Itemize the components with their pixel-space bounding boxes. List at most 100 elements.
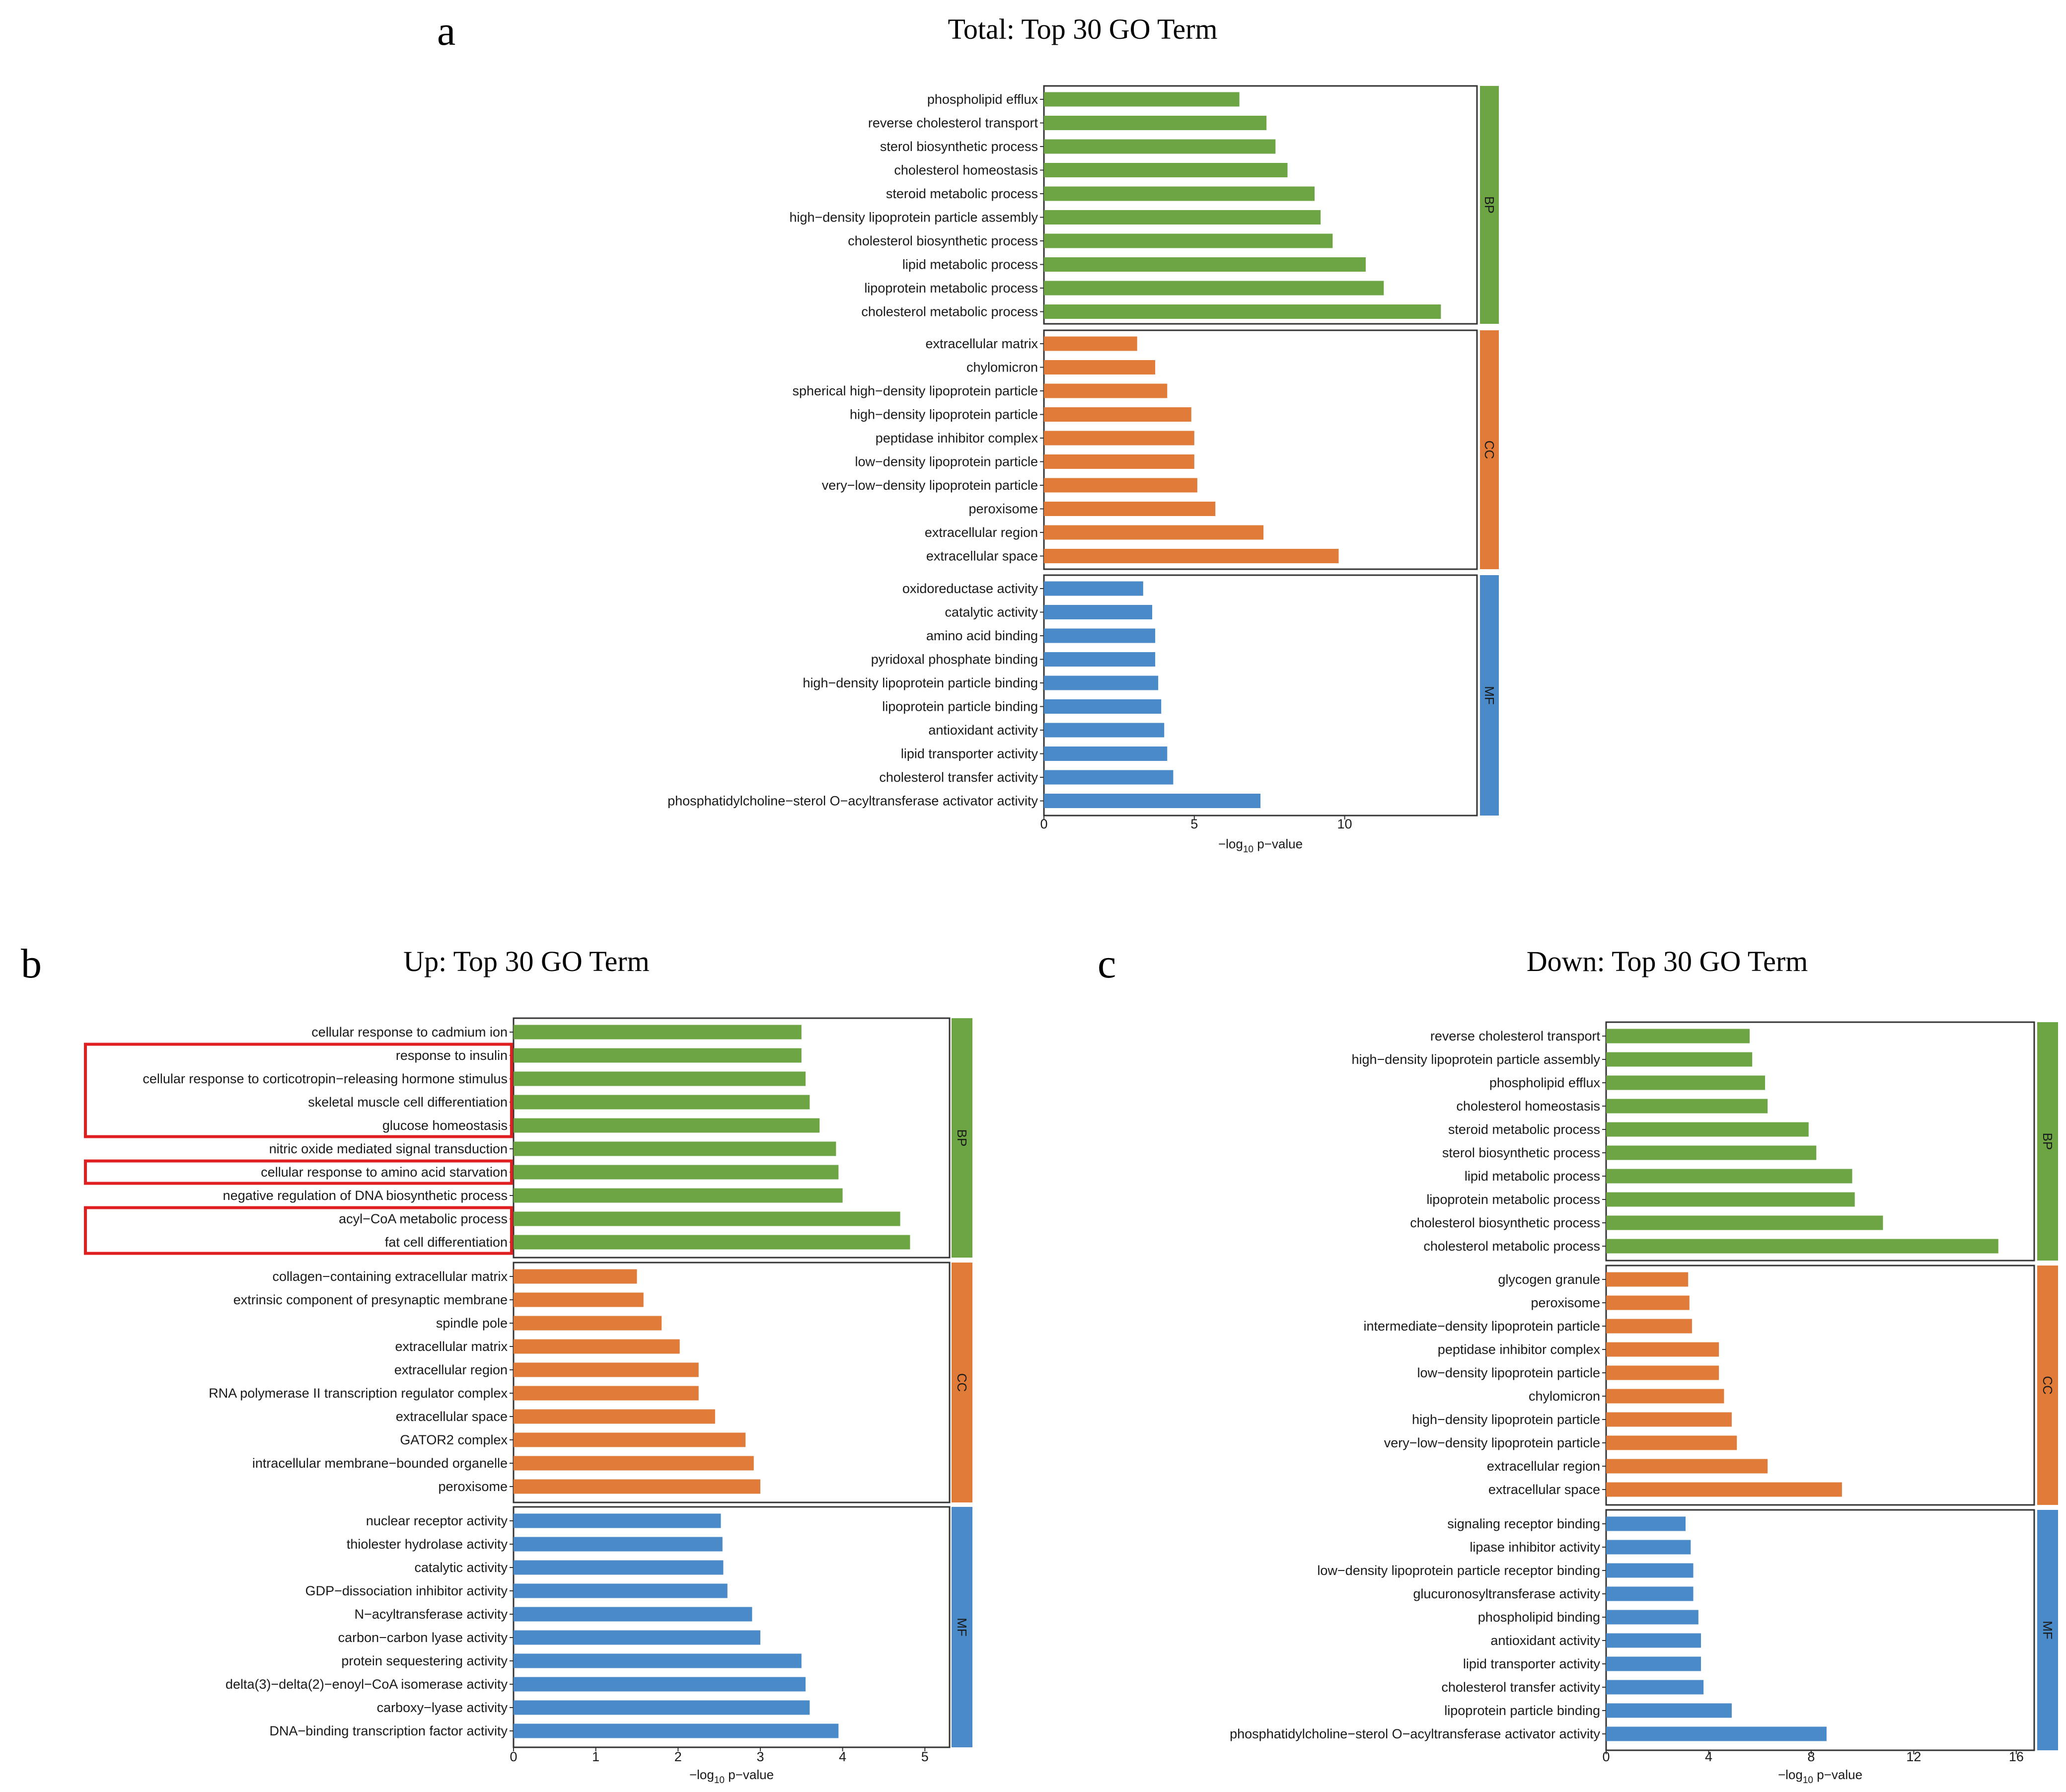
y-tick-label: spherical high−density lipoprotein parti… xyxy=(792,383,1038,398)
bar xyxy=(1606,1680,1703,1695)
y-tick-label: very−low−density lipoprotein particle xyxy=(1384,1435,1600,1450)
x-axis-label: −log10 p−value xyxy=(1218,836,1303,855)
bar xyxy=(1044,525,1263,540)
y-tick-label: reverse cholesterol transport xyxy=(868,116,1038,131)
bar xyxy=(1606,1459,1768,1474)
y-tick-label: extracellular space xyxy=(1488,1482,1600,1497)
y-tick-label: catalytic activity xyxy=(945,605,1038,620)
y-tick-label: glucose homeostasis xyxy=(382,1118,508,1133)
bar xyxy=(1606,1052,1752,1067)
y-tick-label: cholesterol transfer activity xyxy=(879,770,1038,785)
bar xyxy=(514,1631,760,1645)
panel-c: c Down: Top 30 GO Term BP reverse cholester… xyxy=(1098,941,2058,1786)
y-tick-label: low−density lipoprotein particle xyxy=(1417,1365,1600,1380)
y-tick-label: N−acyltransferase activity xyxy=(355,1607,508,1622)
bar xyxy=(1606,1413,1732,1427)
bar xyxy=(1044,234,1332,248)
bar xyxy=(514,1654,802,1668)
y-tick-label: phosphatidylcholine−sterol O−acyltransfe… xyxy=(667,794,1038,809)
bar xyxy=(1044,502,1215,516)
bar xyxy=(1044,478,1197,493)
x-tick-label: 16 xyxy=(2009,1749,2024,1764)
bar xyxy=(1606,1343,1719,1357)
y-tick-label: lipoprotein metabolic process xyxy=(1426,1192,1600,1207)
y-tick-label: high−density lipoprotein particle xyxy=(1412,1412,1600,1427)
y-tick-label: DNA−binding transcription factor activit… xyxy=(270,1723,508,1738)
bar xyxy=(1044,257,1366,272)
y-tick-label: phosphatidylcholine−sterol O−acyltransfe… xyxy=(1230,1726,1600,1741)
y-tick-label: lipid transporter activity xyxy=(1463,1656,1601,1671)
y-tick-label: GDP−dissociation inhibitor activity xyxy=(305,1583,508,1598)
group-mf: MFoxidoreductase activitycatalytic activ… xyxy=(667,575,1499,816)
y-tick-label: glycogen granule xyxy=(1498,1272,1600,1287)
x-tick-label: 4 xyxy=(839,1749,846,1764)
x-tick-label: 0 xyxy=(1040,817,1047,831)
bar xyxy=(1606,1193,1855,1207)
y-tick-label: high−density lipoprotein particle xyxy=(850,407,1038,422)
y-tick-label: carboxy−lyase activity xyxy=(377,1700,508,1715)
y-tick-label: antioxidant activity xyxy=(1490,1633,1600,1648)
bar xyxy=(514,1433,745,1447)
y-tick-label: extracellular matrix xyxy=(925,336,1038,351)
y-tick-label: cholesterol metabolic process xyxy=(1423,1239,1600,1254)
y-tick-label: extrinsic component of presynaptic membr… xyxy=(233,1292,508,1307)
chart-title: Up: Top 30 GO Term xyxy=(403,945,650,977)
bar xyxy=(1606,1389,1724,1404)
x-tick-label: 5 xyxy=(1190,817,1198,831)
y-tick-label: protein sequestering activity xyxy=(341,1653,508,1668)
x-tick-label: 1 xyxy=(592,1749,599,1764)
bar xyxy=(1606,1483,1842,1497)
bar xyxy=(1044,699,1161,714)
y-tick-label: cholesterol homeostasis xyxy=(1456,1099,1600,1114)
facet-strip-label: MF xyxy=(2040,1621,2055,1640)
y-tick-label: skeletal muscle cell differentiation xyxy=(308,1095,508,1110)
group-cc: CCglycogen granuleperoxisomeintermediate… xyxy=(1363,1266,2058,1505)
y-tick-label: GATOR2 complex xyxy=(400,1432,508,1447)
bar xyxy=(1044,770,1173,785)
y-tick-label: phospholipid binding xyxy=(1478,1610,1600,1625)
bar xyxy=(514,1386,699,1401)
y-tick-label: nuclear receptor activity xyxy=(366,1513,508,1528)
x-axis-label: −log10 p−value xyxy=(1778,1767,1862,1786)
bar xyxy=(514,1537,723,1552)
y-tick-label: extracellular region xyxy=(1487,1459,1600,1474)
panel-letter: a xyxy=(437,8,455,54)
y-tick-label: phospholipid efflux xyxy=(1489,1075,1601,1090)
y-tick-label: low−density lipoprotein particle xyxy=(855,454,1038,469)
bar xyxy=(1044,304,1441,319)
bar xyxy=(1044,163,1288,177)
panel-letter: c xyxy=(1098,941,1116,987)
y-tick-label: very−low−density lipoprotein particle xyxy=(822,478,1038,493)
bar xyxy=(514,1480,760,1494)
y-tick-label: amino acid binding xyxy=(926,628,1038,643)
y-tick-label: steroid metabolic process xyxy=(886,186,1038,201)
y-tick-label: antioxidant activity xyxy=(928,723,1038,738)
y-tick-label: lipoprotein particle binding xyxy=(882,699,1038,714)
chart-title: Total: Top 30 GO Term xyxy=(948,13,1217,45)
bar xyxy=(1606,1540,1691,1555)
bar xyxy=(1044,605,1152,619)
y-tick-label: sterol biosynthetic process xyxy=(1442,1145,1600,1160)
y-tick-label: peroxisome xyxy=(438,1479,508,1494)
panel-letter: b xyxy=(21,941,42,987)
group-mf: MF nuclear receptor activity thiolester hy… xyxy=(225,1507,972,1747)
bar xyxy=(514,1165,838,1180)
y-tick-label: cholesterol transfer activity xyxy=(1441,1680,1600,1695)
bar xyxy=(1606,1169,1852,1184)
bar xyxy=(514,1456,754,1471)
y-tick-label: cellular response to amino acid starvati… xyxy=(261,1165,508,1180)
group-bp: BP phospholipid efflux reverse cholesterol… xyxy=(789,86,1499,324)
y-tick-label: oxidoreductase activity xyxy=(902,581,1038,596)
y-tick-label: RNA polymerase II transcription regulato… xyxy=(209,1386,508,1401)
group-bp: BPreverse cholesterol transporthigh−dens… xyxy=(1351,1022,2058,1261)
y-tick-label: carbon−carbon lyase activity xyxy=(338,1630,508,1645)
y-tick-label: cellular response to corticotropin−relea… xyxy=(143,1071,508,1086)
bar xyxy=(1606,1727,1827,1741)
bar xyxy=(1044,116,1266,130)
bar xyxy=(1044,454,1194,469)
y-tick-label: delta(3)−delta(2)−enoyl−CoA isomerase ac… xyxy=(225,1677,508,1692)
y-tick-label: fat cell differentiation xyxy=(385,1235,508,1250)
bar xyxy=(1044,337,1137,351)
bar xyxy=(514,1212,900,1226)
bar xyxy=(514,1142,836,1156)
